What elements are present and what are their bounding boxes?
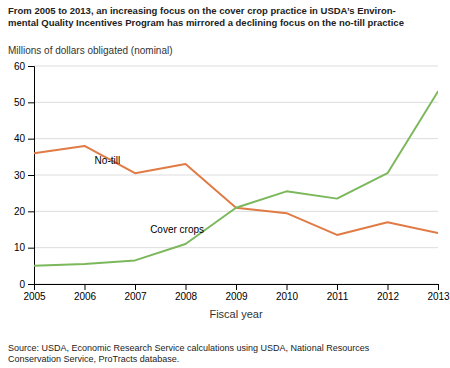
x-tick-mark xyxy=(186,284,187,290)
x-tick-label: 2005 xyxy=(23,291,46,302)
x-tick-label: 2008 xyxy=(175,291,198,302)
x-tick-mark xyxy=(438,284,439,290)
grid-line xyxy=(34,247,438,248)
x-tick: 2011 xyxy=(327,284,349,302)
x-tick-mark xyxy=(85,284,86,290)
grid-line xyxy=(34,66,438,67)
y-tick-mark xyxy=(28,175,34,176)
y-tick-label: 40 xyxy=(14,133,26,144)
x-tick-mark xyxy=(287,284,288,290)
x-tick-label: 2011 xyxy=(327,291,349,302)
x-tick: 2009 xyxy=(225,284,248,302)
y-tick: 50 xyxy=(14,97,34,108)
x-axis-line xyxy=(35,285,439,291)
y-tick-label: 0 xyxy=(19,279,25,290)
line-labels: No-till Cover crops xyxy=(95,155,204,235)
x-tick-mark xyxy=(337,284,338,290)
x-tick: 2012 xyxy=(377,284,400,302)
y-tick-label: 30 xyxy=(14,170,26,181)
title: From 2005 to 2013, an increasing focus o… xyxy=(8,5,404,28)
grid-line xyxy=(34,175,438,176)
y-tick-mark xyxy=(28,248,34,249)
y-tick: 30 xyxy=(14,170,34,181)
y-tick-mark xyxy=(28,139,34,140)
x-tick-label: 2012 xyxy=(377,291,400,302)
x-tick: 2008 xyxy=(175,284,198,302)
y-tick-mark xyxy=(28,284,34,285)
y-tick: 0 xyxy=(19,279,34,290)
chart: From 2005 to 2013, an increasing focus o… xyxy=(0,0,450,368)
x-axis: 2005 2006 2007 2008 2009 2010 2011 2012 2013 xyxy=(23,284,450,302)
y-axis-line xyxy=(28,67,35,285)
source: Source: USDA, Economic Research Service … xyxy=(8,343,370,364)
source-line: Conservation Service, ProTracts database… xyxy=(8,354,179,364)
x-tick-label: 2006 xyxy=(74,291,97,302)
x-axis-title: Fiscal year xyxy=(209,308,263,320)
grid-line xyxy=(34,138,438,139)
y-tick: 40 xyxy=(14,133,34,144)
y-axis-title: Millions of dollars obligated (nominal) xyxy=(8,45,173,56)
y-tick-mark xyxy=(28,211,34,212)
y-tick-mark xyxy=(28,102,34,103)
series-label: No-till xyxy=(95,155,121,166)
x-tick: 2006 xyxy=(74,284,97,302)
x-tick-mark xyxy=(236,284,237,290)
title-line: From 2005 to 2013, an increasing focus o… xyxy=(8,5,396,16)
x-tick: 2013 xyxy=(427,284,450,302)
y-axis: 0 10 20 30 40 50 60 xyxy=(14,61,35,290)
lines xyxy=(34,91,438,265)
source-line: Source: USDA, Economic Research Service … xyxy=(8,343,370,353)
y-tick-label: 10 xyxy=(14,242,26,253)
y-tick-mark xyxy=(28,66,34,67)
x-tick: 2010 xyxy=(276,284,299,302)
y-tick: 20 xyxy=(14,206,34,217)
series-label: Cover crops xyxy=(150,224,204,235)
x-tick-label: 2010 xyxy=(276,291,299,302)
y-tick-label: 50 xyxy=(14,97,26,108)
y-tick: 60 xyxy=(14,61,34,72)
x-tick-label: 2007 xyxy=(124,291,147,302)
x-tick-mark xyxy=(135,284,136,290)
grid-line xyxy=(34,211,438,212)
y-tick: 10 xyxy=(14,242,34,253)
x-tick-label: 2009 xyxy=(225,291,248,302)
y-tick-label: 20 xyxy=(14,206,26,217)
y-tick-label: 60 xyxy=(14,61,26,72)
x-tick-label: 2013 xyxy=(427,291,450,302)
title-line: mental Quality Incentives Program has mi… xyxy=(8,17,404,28)
grid-line xyxy=(34,102,438,103)
series-line xyxy=(34,146,438,235)
grid xyxy=(34,66,438,284)
x-tick-mark xyxy=(388,284,389,290)
x-tick: 2005 xyxy=(23,284,46,302)
series-line xyxy=(34,91,438,265)
x-tick: 2007 xyxy=(124,284,147,302)
